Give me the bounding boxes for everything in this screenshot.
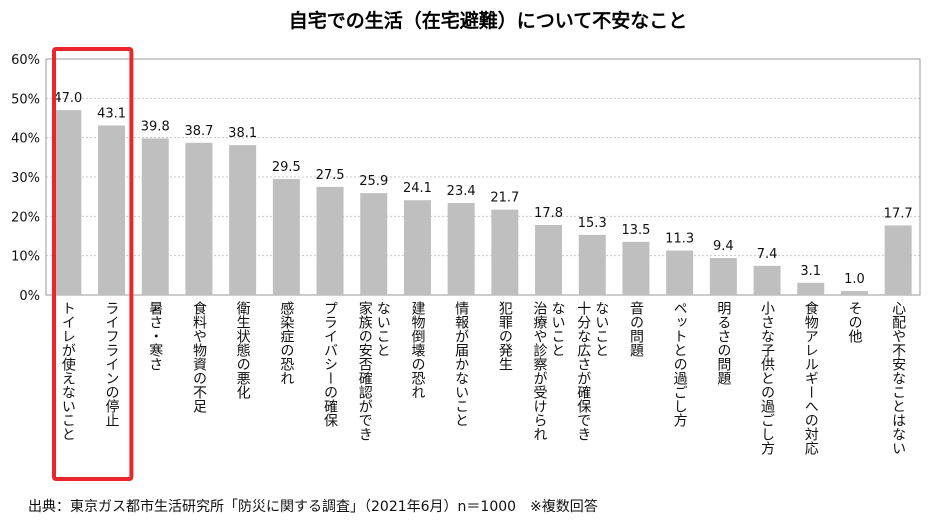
- value-label: 11.3: [665, 232, 694, 247]
- bar-chart: 自宅での生活（在宅避難）について不安なこと 0% 10% 20% 30% 40% 50% 6…: [11, 9, 921, 481]
- category-label: ないこと: [550, 301, 566, 357]
- category-label: 家族の安否確認ができ: [357, 300, 373, 441]
- category-label: 情報が届かないこと: [453, 301, 469, 427]
- category-label: 暑さ・寒さ: [147, 301, 163, 371]
- bar: [709, 258, 737, 295]
- category-label: 食物アレルギーへの対応: [803, 300, 819, 456]
- category-label: プライバシーの確保: [322, 301, 338, 427]
- value-label: 3.1: [800, 264, 821, 279]
- highlight-box: [52, 47, 134, 481]
- category-label: その他: [846, 301, 862, 344]
- y-tick-label: 10%: [11, 250, 40, 265]
- value-label: 9.4: [713, 239, 734, 254]
- y-tick-label: 30%: [11, 171, 40, 186]
- axes: [45, 58, 921, 296]
- value-label: 38.7: [184, 124, 213, 139]
- bar: [447, 202, 475, 295]
- value-label: 17.7: [884, 206, 913, 221]
- category-label: 感染症の恐れ: [278, 300, 294, 385]
- category-label: 食料や物資の不足: [191, 300, 207, 414]
- category-label: 音の問題: [628, 300, 644, 358]
- value-label: 21.7: [490, 191, 519, 206]
- value-label: 27.5: [316, 168, 345, 183]
- bar: [98, 125, 126, 296]
- category-label: ないこと: [375, 301, 391, 357]
- category-label: 建物倒壊の恐れ: [409, 301, 425, 399]
- gridlines: [46, 97, 920, 257]
- category-label: 治療や診察が受けられ: [532, 301, 548, 441]
- value-label: 7.4: [757, 247, 778, 262]
- value-label: 15.3: [578, 216, 607, 231]
- value-label: 43.1: [97, 106, 126, 121]
- bar: [797, 282, 825, 295]
- category-label: ペットとの過ごし方: [672, 301, 688, 428]
- value-labels: 47.0 43.1 39.8 38.7 38.1 29.5 27.5 25.9 24.1 23.4…: [53, 91, 912, 287]
- bar: [622, 241, 650, 295]
- highlight-box-group: [52, 47, 134, 481]
- bar: [360, 193, 388, 295]
- bar: [229, 145, 257, 295]
- bar: [491, 209, 519, 295]
- bar: [840, 291, 868, 295]
- value-label: 23.4: [447, 184, 476, 199]
- category-labels: トイレが使えないこと ライフラインの停止 暑さ・寒さ 食料や物資の不足 衛生状態の悪化 感…: [60, 300, 906, 456]
- value-label: 25.9: [359, 174, 388, 189]
- value-label: 24.1: [403, 181, 432, 196]
- bar: [578, 234, 606, 295]
- source-note: 出典：東京ガス都市生活研究所「防災に関する調査」（2021年6月）n＝1000 …: [28, 499, 598, 515]
- bar: [403, 200, 431, 295]
- category-label: 心配や不安なことはない: [890, 301, 906, 455]
- plot-frame: [45, 58, 921, 296]
- bar: [272, 178, 300, 295]
- category-label: ライフラインの停止: [104, 301, 120, 427]
- category-label: 小さな子供との過ごし方: [759, 301, 775, 456]
- bar: [753, 265, 781, 295]
- value-label: 38.1: [228, 126, 257, 141]
- category-label: トイレが使えないこと: [60, 301, 76, 441]
- y-tick-label: 60%: [11, 53, 40, 68]
- category-label: 明るさの問題: [715, 301, 731, 386]
- bar: [141, 138, 169, 295]
- bars: [54, 110, 912, 296]
- bar: [316, 186, 344, 295]
- category-label: 犯罪の発生: [497, 301, 513, 371]
- category-label: 十分な広さが確保でき: [575, 301, 591, 441]
- bar: [54, 110, 82, 295]
- category-label: ないこと: [593, 301, 609, 357]
- value-label: 47.0: [53, 91, 82, 106]
- category-label: 衛生状態の悪化: [235, 301, 251, 400]
- value-label: 29.5: [272, 160, 301, 175]
- y-tick-label: 0%: [19, 289, 40, 304]
- bar: [884, 225, 912, 295]
- value-label: 1.0: [844, 272, 865, 287]
- y-tick-label: 40%: [11, 132, 40, 147]
- y-axis-tick-labels: 0% 10% 20% 30% 40% 50% 60%: [11, 53, 40, 304]
- value-label: 17.8: [534, 206, 563, 221]
- y-tick-label: 50%: [11, 92, 40, 107]
- y-tick-label: 20%: [11, 210, 40, 225]
- bar: [185, 142, 213, 295]
- value-label: 13.5: [621, 223, 650, 238]
- chart-title: 自宅での生活（在宅避難）について不安なこと: [289, 9, 687, 32]
- bar: [535, 224, 563, 295]
- value-label: 39.8: [141, 119, 170, 134]
- bar: [666, 250, 694, 295]
